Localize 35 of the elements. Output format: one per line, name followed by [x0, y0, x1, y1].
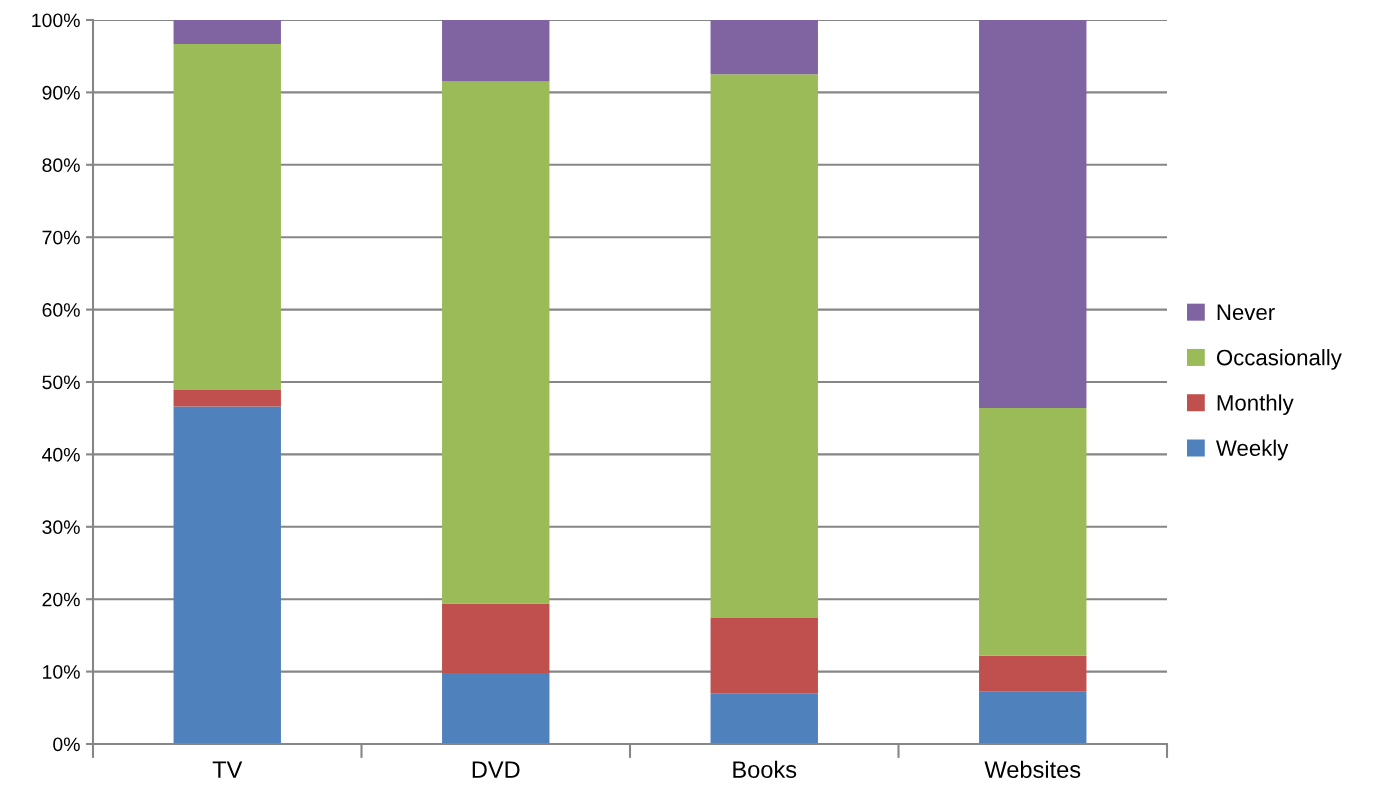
y-tick-label: 80% — [42, 158, 80, 173]
bar — [979, 691, 1087, 744]
legend-label: Weekly — [1215, 439, 1289, 461]
x-tick-label: Books — [733, 760, 797, 779]
bar — [442, 20, 550, 82]
y-tick-label: 0% — [53, 737, 80, 752]
y-tick-label: 70% — [42, 230, 80, 245]
bar — [442, 81, 550, 604]
bar — [442, 673, 550, 744]
bar — [173, 43, 281, 390]
legend-label: Occasionally — [1216, 349, 1342, 370]
y-tick-label: 100% — [32, 13, 80, 28]
y-tick-label: 30% — [42, 520, 80, 535]
bar — [710, 20, 818, 75]
bar — [173, 20, 281, 44]
bar — [442, 603, 550, 674]
y-tick-label: 50% — [42, 375, 80, 390]
bar — [710, 693, 818, 744]
y-tick-label: 90% — [42, 85, 80, 100]
legend-label: Monthly — [1217, 394, 1294, 416]
bar — [979, 655, 1087, 692]
y-tick-label: 20% — [42, 592, 80, 607]
x-tick-label: DVD — [472, 761, 520, 778]
bar — [979, 408, 1087, 656]
bar — [173, 389, 281, 407]
y-tick-label: 10% — [43, 665, 80, 679]
y-tick-label: 40% — [42, 447, 80, 462]
legend-label: Never — [1217, 304, 1275, 321]
y-tick-label: 60% — [42, 303, 80, 317]
bar — [979, 20, 1087, 409]
bar — [173, 406, 281, 744]
x-tick-label: Websites — [984, 760, 1081, 779]
bar — [710, 618, 818, 694]
bar — [710, 74, 818, 619]
x-tick-label: TV — [212, 761, 243, 778]
